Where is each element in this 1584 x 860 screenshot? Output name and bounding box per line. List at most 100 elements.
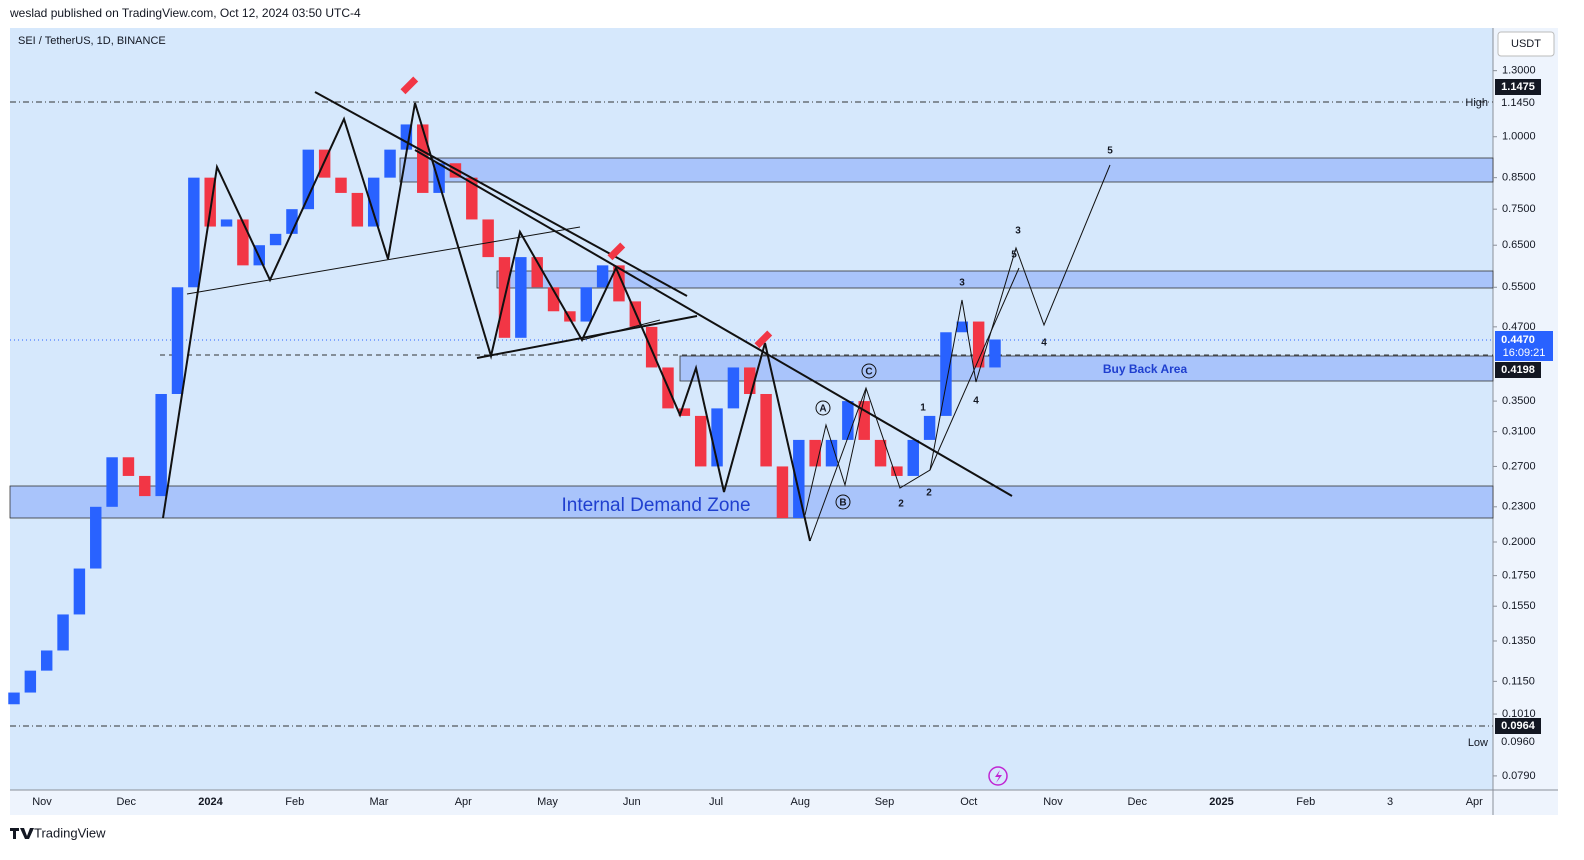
- candle: [57, 614, 69, 651]
- x-tick-label: May: [537, 796, 558, 808]
- currency-button[interactable]: [1497, 31, 1555, 57]
- high-text: High: [1465, 97, 1488, 109]
- y-tick-label: 0.3100: [1502, 426, 1536, 438]
- candle: [825, 439, 838, 467]
- x-tick-label: Feb: [285, 796, 304, 808]
- wave-label: C: [865, 367, 872, 378]
- candle: [515, 257, 527, 338]
- candle: [842, 401, 854, 440]
- candle: [711, 408, 723, 467]
- x-tick-label: Dec: [1127, 796, 1147, 808]
- resistance-zone: [496, 270, 1494, 289]
- candle: [531, 257, 543, 288]
- candle: [302, 149, 315, 210]
- candle: [956, 321, 969, 333]
- candle: [220, 219, 233, 227]
- candle: [858, 401, 870, 440]
- price-badge-text: 0.0964: [1501, 720, 1536, 732]
- x-tick-label: Jul: [709, 796, 723, 808]
- y-tick-label: 1.0000: [1502, 131, 1536, 143]
- x-tick-label: Feb: [1296, 796, 1315, 808]
- candle: [73, 568, 86, 615]
- candle: [106, 457, 118, 507]
- wave-label: 2: [926, 488, 932, 499]
- y-tick-label: 0.2300: [1502, 501, 1536, 513]
- y-tick-label: 0.1750: [1502, 570, 1536, 582]
- candle: [940, 332, 952, 416]
- buy-back-zone: [679, 355, 1494, 382]
- wave-path: [929, 267, 1020, 471]
- price-badge-text: 1.1475: [1501, 81, 1535, 93]
- x-tick-label: 2024: [198, 796, 223, 808]
- trendline: [314, 91, 688, 297]
- price-badge-text: 0.4198: [1501, 364, 1535, 376]
- candle: [989, 339, 1001, 368]
- candle: [809, 439, 821, 467]
- supply-zone: [399, 157, 1494, 183]
- trendline: [186, 226, 581, 295]
- wave-label: A: [819, 404, 826, 415]
- wave-circle: [861, 363, 877, 379]
- y-tick-label: 0.3500: [1502, 395, 1536, 407]
- candle: [596, 265, 609, 288]
- y-tick-label: 0.0790: [1502, 770, 1536, 782]
- candle: [466, 177, 478, 220]
- candle: [171, 287, 184, 394]
- candle: [139, 475, 151, 497]
- wave-label: 3: [1015, 226, 1021, 237]
- candle: [891, 466, 903, 476]
- wave-label: 4: [1041, 338, 1047, 349]
- candle: [237, 219, 249, 266]
- x-tick-label: Dec: [116, 796, 136, 808]
- chart-pane: [10, 28, 1493, 790]
- countdown: 16:09:21: [1503, 347, 1546, 359]
- candle: [694, 415, 707, 467]
- candle: [351, 192, 364, 227]
- candle: [384, 149, 396, 178]
- candle: [580, 287, 592, 322]
- low-text: Low: [1468, 737, 1488, 749]
- y-tick-label: 0.8500: [1502, 172, 1536, 184]
- y-tick-label: 0.4700: [1502, 321, 1536, 333]
- x-tick-label: 3: [1387, 796, 1393, 808]
- last-price: 0.4470: [1501, 334, 1535, 346]
- wave-label: 1: [920, 403, 926, 414]
- candle: [482, 219, 494, 258]
- price-axis: [1493, 28, 1558, 790]
- y-tick-label: 0.5500: [1502, 281, 1536, 293]
- candle: [155, 393, 167, 497]
- candle: [760, 393, 772, 467]
- price-text: 1.1450: [1501, 97, 1535, 109]
- y-tick-label: 0.1150: [1502, 675, 1535, 687]
- candle: [318, 149, 331, 178]
- candle: [744, 367, 756, 394]
- trendline: [414, 149, 1013, 497]
- x-tick-label: Jun: [623, 796, 641, 808]
- candle: [417, 124, 429, 193]
- candle: [678, 408, 691, 416]
- candle: [269, 233, 282, 246]
- candle: [907, 439, 919, 476]
- wave-label: 5: [1011, 250, 1017, 261]
- x-tick-label: Nov: [1043, 796, 1063, 808]
- price-text: 0.0960: [1501, 736, 1535, 748]
- candle: [122, 457, 135, 476]
- candle: [433, 163, 445, 193]
- wave-circle: [835, 494, 851, 510]
- y-tick-label: 1.3000: [1502, 65, 1536, 77]
- wave-circle: [815, 400, 831, 416]
- demand-label: Internal Demand Zone: [561, 495, 750, 516]
- drawings: [162, 91, 1111, 542]
- y-tick-label: 0.2700: [1502, 460, 1536, 472]
- x-tick-label: Sep: [875, 796, 895, 808]
- x-tick-label: Aug: [790, 796, 810, 808]
- price-badge: [1495, 362, 1541, 378]
- x-tick-label: Apr: [1466, 796, 1483, 808]
- zigzag: [162, 102, 811, 542]
- currency[interactable]: USDT: [1511, 38, 1541, 50]
- candle: [90, 506, 102, 569]
- x-tick-label: Nov: [32, 796, 52, 808]
- event-icon[interactable]: [988, 766, 1008, 786]
- candle: [613, 265, 625, 302]
